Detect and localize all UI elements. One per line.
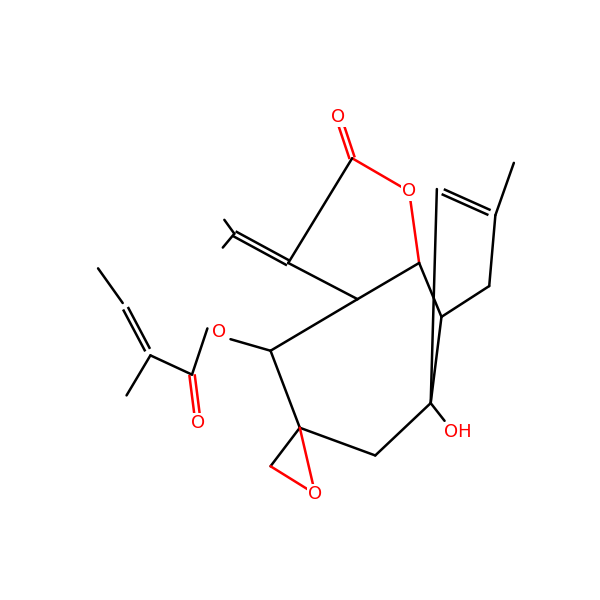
Text: O: O xyxy=(331,107,346,125)
Text: O: O xyxy=(212,323,226,341)
Text: O: O xyxy=(402,182,416,200)
Text: O: O xyxy=(191,414,205,432)
Text: O: O xyxy=(308,485,322,503)
Text: OH: OH xyxy=(444,424,472,442)
